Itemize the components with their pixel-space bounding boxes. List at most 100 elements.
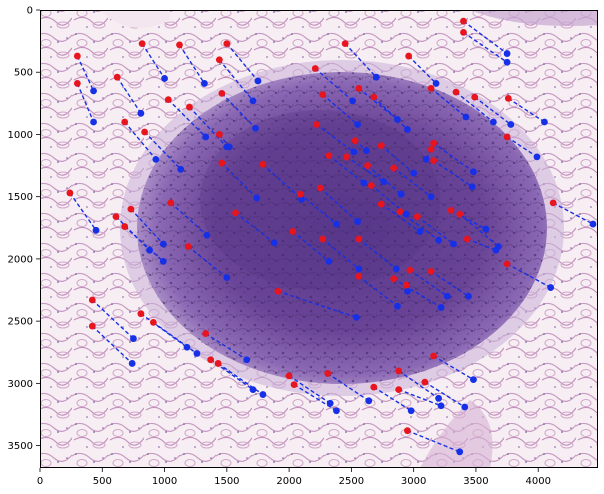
target-point-0 [90,87,97,95]
source-point-45 [167,199,175,207]
target-point-51 [435,236,442,244]
correspondence-link-2 [141,43,166,79]
correspondence-link-52 [416,216,454,245]
correspondence-link-75 [373,386,412,412]
correspondence-link-69 [205,332,248,361]
target-point-80 [456,448,464,456]
target-point-5 [249,97,257,105]
target-point-60 [547,284,555,291]
target-point-13 [252,124,259,132]
target-point-25 [350,148,358,156]
correspondence-link-34 [299,193,337,225]
correspondence-link-77 [398,388,442,407]
source-point-32 [218,159,226,167]
target-point-24 [225,143,233,151]
target-point-63 [404,287,411,295]
target-point-22 [152,155,160,163]
target-point-10 [137,109,145,117]
correspondence-link-71 [217,362,264,396]
source-point-30 [430,139,437,147]
target-point-72 [326,399,334,407]
source-point-39 [430,157,437,164]
target-point-37 [397,190,405,198]
correspondence-link-48 [322,238,360,270]
target-point-57 [223,274,231,281]
source-point-35 [316,184,324,192]
histology-background [40,10,598,468]
correspondence-link-13 [221,92,256,129]
source-point-62 [390,275,398,283]
correspondence-link-79 [433,355,474,381]
source-point-42 [127,205,135,213]
x-tick-label-6: 3000 [401,476,426,487]
correspondence-link-38 [393,167,432,198]
source-point-10 [113,73,121,81]
source-point-13 [218,89,226,97]
target-point-18 [404,126,411,133]
source-point-16 [427,85,435,92]
target-point-26 [362,147,370,155]
correspondence-link-14 [314,67,354,102]
correspondence-link-21 [507,97,545,123]
correspondence-link-65 [91,299,134,340]
correspondence-link-33 [262,163,303,200]
correspondence-link-49 [358,238,397,270]
source-point-8 [460,17,467,25]
source-point-47 [289,228,297,235]
source-point-1 [73,80,81,87]
correspondence-link-62 [393,278,442,309]
correspondence-link-36 [370,184,407,215]
source-point-25 [313,121,320,128]
source-point-59 [427,267,435,275]
target-point-52 [450,240,457,248]
target-point-2 [161,75,168,82]
target-point-43 [146,246,154,254]
source-point-24 [215,131,223,138]
target-point-71 [259,391,267,398]
source-point-15 [355,85,363,92]
source-point-50 [377,200,385,208]
target-point-62 [437,304,445,311]
correspondence-link-76 [398,370,439,399]
source-point-53 [447,206,455,214]
correspondence-link-17 [322,94,359,126]
source-point-46 [232,209,239,217]
target-point-73 [333,407,340,415]
target-point-19 [489,118,497,126]
source-point-34 [296,190,304,198]
source-point-23 [141,128,149,136]
source-point-43 [112,213,120,220]
source-point-80 [404,427,411,435]
target-point-32 [253,194,261,202]
target-points [90,50,597,456]
y-tick-label-5: 2500 [8,317,33,328]
source-point-69 [202,330,210,337]
x-tick-label-3: 1500 [214,476,239,487]
source-point-29 [377,142,385,150]
correspondence-link-60 [506,263,552,289]
source-point-33 [259,160,267,168]
x-tick-label-2: 1000 [152,476,177,487]
correspondence-link-42 [130,208,164,245]
target-point-48 [355,265,363,273]
source-point-40 [427,145,435,153]
correspondence-link-20 [474,96,512,126]
x-tick-label-4: 2000 [276,476,301,487]
target-point-38 [427,193,435,201]
source-point-37 [364,162,371,169]
source-point-49 [355,235,363,243]
target-point-40 [422,155,430,163]
target-point-9 [503,58,511,66]
target-point-23 [177,165,185,173]
target-point-69 [243,356,251,364]
correspondence-link-68 [152,321,198,355]
source-point-6 [341,40,349,48]
target-point-67 [183,343,191,351]
source-point-52 [413,213,421,220]
correspondence-link-56 [552,202,594,225]
correspondence-link-58 [409,269,448,297]
source-point-21 [504,94,512,102]
source-point-41 [66,189,74,197]
target-point-45 [203,231,211,239]
source-point-9 [460,29,467,36]
